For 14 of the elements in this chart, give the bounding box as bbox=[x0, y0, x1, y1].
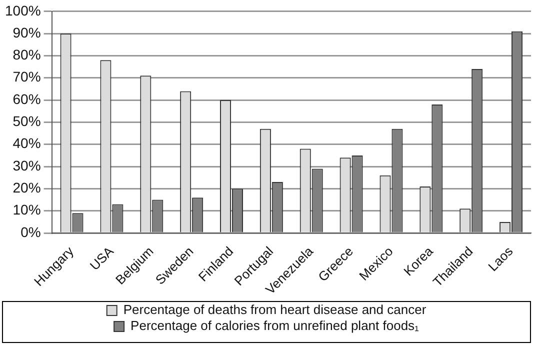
y-tick-label: 30% bbox=[12, 157, 41, 174]
y-tick-label: 70% bbox=[12, 68, 41, 85]
y-tick-label: 90% bbox=[12, 24, 41, 40]
y-tick-label: 40% bbox=[12, 135, 41, 152]
legend-label: Percentage of deaths from heart disease and cancer bbox=[123, 302, 427, 318]
y-tick-label: 60% bbox=[12, 90, 41, 107]
y-tick-label: 100% bbox=[4, 2, 41, 18]
y-tick-label: 0% bbox=[20, 224, 41, 240]
y-tick-label: 20% bbox=[12, 180, 41, 196]
y-tick-label: 10% bbox=[12, 202, 41, 218]
y-tick-label: 80% bbox=[12, 46, 41, 63]
x-tick-label: USA bbox=[86, 243, 117, 274]
y-tick-label: 50% bbox=[12, 113, 41, 130]
legend-label: Percentage of calories from unrefined plant foods₁ bbox=[130, 318, 420, 334]
